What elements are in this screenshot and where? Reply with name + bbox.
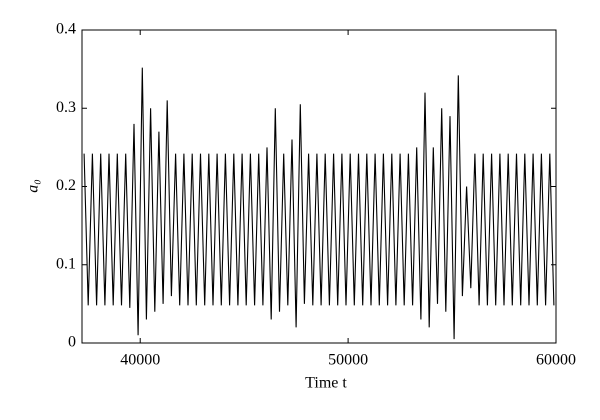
x-tick-label: 50000 xyxy=(328,352,368,369)
y-tick-label: 0.2 xyxy=(56,177,76,194)
x-axis-label: Time t xyxy=(305,375,347,392)
plot-frame xyxy=(81,29,557,344)
y-axis-label: a₀ xyxy=(25,179,42,193)
y-tick-label: 0 xyxy=(68,334,76,351)
x-tick-label: 40000 xyxy=(120,352,160,369)
y-tick-label: 0.4 xyxy=(56,21,76,38)
data-line xyxy=(83,67,555,340)
y-tick-label: 0.3 xyxy=(56,99,76,116)
x-tick-label: 60000 xyxy=(536,352,576,369)
y-tick-label: 0.1 xyxy=(56,255,76,272)
